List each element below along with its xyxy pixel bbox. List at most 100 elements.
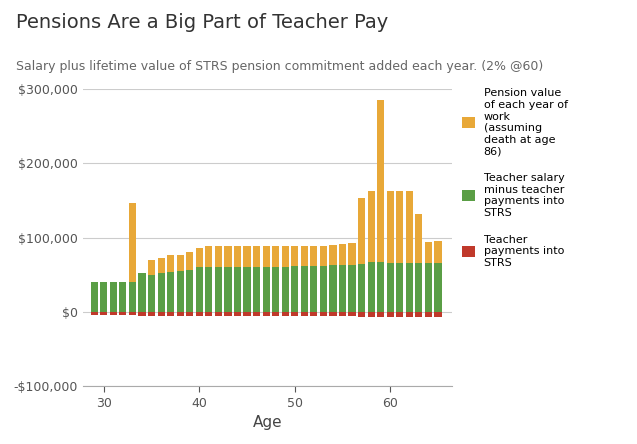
Bar <box>310 312 317 316</box>
Bar <box>176 271 183 312</box>
Bar <box>253 266 260 312</box>
Bar <box>129 203 136 282</box>
Bar <box>243 246 250 266</box>
Bar <box>368 312 375 317</box>
Bar <box>339 244 346 265</box>
Bar <box>215 312 222 316</box>
Bar <box>310 266 317 312</box>
Text: Salary plus lifetime value of STRS pension commitment added each year. (2% @60): Salary plus lifetime value of STRS pensi… <box>16 60 543 73</box>
Bar <box>224 246 231 266</box>
Bar <box>339 312 346 316</box>
Bar <box>320 266 327 312</box>
Text: Pensions Are a Big Part of Teacher Pay: Pensions Are a Big Part of Teacher Pay <box>16 13 388 32</box>
Bar <box>396 263 403 312</box>
Bar <box>90 282 98 312</box>
Bar <box>110 312 117 315</box>
Bar <box>387 312 394 317</box>
Bar <box>329 245 336 265</box>
Bar <box>291 266 298 312</box>
Bar <box>90 312 98 315</box>
Bar <box>167 255 175 272</box>
Bar <box>425 242 432 263</box>
Bar <box>339 265 346 312</box>
Bar <box>358 264 365 312</box>
Bar <box>272 246 279 266</box>
Bar <box>358 312 365 317</box>
Bar <box>186 270 193 312</box>
X-axis label: Age: Age <box>253 415 282 430</box>
Bar <box>148 312 155 316</box>
Bar <box>148 260 155 275</box>
Bar <box>282 266 289 312</box>
Bar <box>243 312 250 316</box>
Bar <box>243 266 250 312</box>
Bar <box>377 262 384 312</box>
Bar <box>167 272 175 312</box>
Bar <box>301 266 308 312</box>
Bar <box>138 312 146 316</box>
Bar <box>348 312 355 316</box>
Bar <box>377 100 384 262</box>
Bar <box>425 312 432 317</box>
Bar <box>348 265 355 312</box>
Bar <box>205 246 212 266</box>
Bar <box>415 263 422 312</box>
Bar <box>387 263 394 312</box>
Bar <box>329 265 336 312</box>
Bar <box>348 243 355 265</box>
Bar <box>186 312 193 316</box>
Bar <box>377 312 384 317</box>
Bar <box>406 263 413 312</box>
Bar <box>406 190 413 263</box>
Bar <box>425 263 432 312</box>
Bar <box>119 282 127 312</box>
Bar <box>129 282 136 312</box>
Bar <box>224 266 231 312</box>
Bar <box>262 246 269 266</box>
Bar <box>176 255 183 271</box>
Bar <box>406 312 413 317</box>
Bar <box>415 214 422 263</box>
Bar <box>282 246 289 266</box>
Bar <box>253 246 260 266</box>
Bar <box>100 282 108 312</box>
Bar <box>205 266 212 312</box>
Bar <box>434 312 441 317</box>
Bar <box>282 312 289 316</box>
Bar <box>320 312 327 316</box>
Bar <box>196 312 203 316</box>
Bar <box>157 312 165 316</box>
Bar <box>157 273 165 312</box>
Bar <box>138 273 146 312</box>
Bar <box>100 312 108 315</box>
Bar <box>272 312 279 316</box>
Bar <box>434 263 441 312</box>
Bar <box>234 312 241 316</box>
Bar <box>434 241 441 263</box>
Bar <box>358 198 365 264</box>
Bar <box>148 275 155 312</box>
Bar <box>110 282 117 312</box>
Bar <box>234 246 241 266</box>
Bar <box>291 246 298 266</box>
Bar <box>396 190 403 263</box>
Bar <box>262 266 269 312</box>
Bar <box>224 312 231 316</box>
Bar <box>291 312 298 316</box>
Bar <box>176 312 183 316</box>
Bar <box>320 246 327 266</box>
Bar <box>196 248 203 267</box>
Bar <box>215 246 222 266</box>
Bar <box>310 246 317 266</box>
Bar <box>215 266 222 312</box>
Bar <box>253 312 260 316</box>
Bar <box>129 312 136 315</box>
Legend: Pension value
of each year of
work
(assuming
death at age
86), Teacher salary
mi: Pension value of each year of work (assu… <box>462 88 568 268</box>
Bar <box>368 190 375 262</box>
Bar <box>157 258 165 273</box>
Bar <box>262 312 269 316</box>
Bar <box>234 266 241 312</box>
Bar <box>205 312 212 316</box>
Bar <box>415 312 422 317</box>
Bar <box>368 262 375 312</box>
